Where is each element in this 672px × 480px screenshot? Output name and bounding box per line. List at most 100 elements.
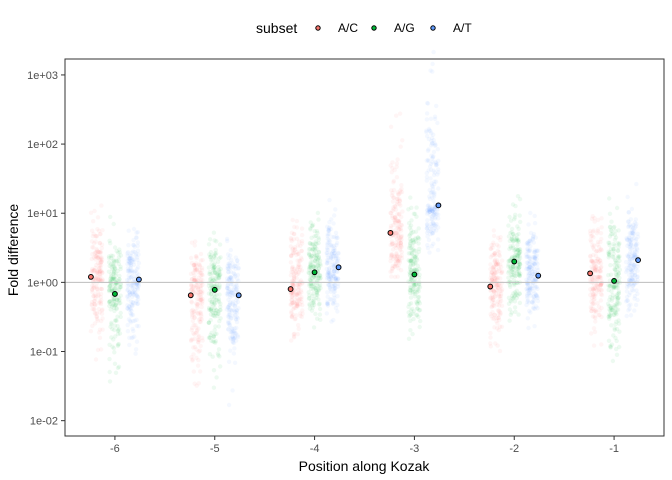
- jitter-point: [194, 355, 199, 360]
- jitter-point: [297, 291, 303, 297]
- jitter-point: [607, 284, 612, 289]
- jitter-point: [408, 258, 413, 264]
- jitter-point: [335, 294, 340, 299]
- jitter-point: [198, 251, 204, 257]
- jitter-point: [398, 246, 403, 251]
- jitter-point: [592, 278, 597, 283]
- jitter-point: [294, 291, 300, 296]
- jitter-point: [597, 275, 603, 280]
- jitter-point: [98, 300, 104, 305]
- jitter-point: [406, 310, 411, 315]
- jitter-point: [289, 297, 295, 303]
- jitter-point: [97, 263, 102, 268]
- jitter-point: [100, 228, 105, 233]
- jitter-point: [299, 248, 304, 254]
- jitter-point: [629, 240, 634, 245]
- jitter-point: [94, 269, 100, 275]
- jitter-point: [414, 267, 419, 273]
- jitter-point: [92, 298, 97, 304]
- jitter-point: [299, 257, 304, 262]
- jitter-point: [215, 351, 221, 356]
- jitter-point: [615, 299, 620, 304]
- jitter-point: [212, 265, 217, 270]
- jitter-point: [92, 298, 97, 304]
- jitter-point: [208, 312, 214, 317]
- jitter-point: [590, 259, 596, 264]
- legend-key: [315, 25, 321, 31]
- jitter-point: [309, 242, 314, 247]
- jitter-point: [195, 287, 201, 292]
- jitter-point: [494, 282, 500, 287]
- jitter-point: [396, 257, 401, 262]
- jitter-point: [198, 294, 204, 300]
- jitter-point: [99, 270, 105, 275]
- jitter-point: [498, 270, 504, 276]
- jitter-point: [199, 304, 204, 310]
- jitter-point: [210, 275, 215, 280]
- jitter-point: [194, 278, 199, 283]
- jitter-point: [295, 299, 300, 304]
- jitter-point: [510, 267, 515, 272]
- jitter-point: [99, 286, 104, 292]
- jitter-point: [390, 247, 396, 252]
- jitter-point: [308, 262, 314, 268]
- jitter-point: [90, 245, 95, 250]
- jitter-point: [492, 290, 497, 295]
- jitter-point: [134, 251, 139, 256]
- jitter-point: [217, 273, 222, 278]
- jitter-point: [314, 292, 319, 297]
- jitter-point: [615, 241, 620, 246]
- jitter-point: [211, 296, 217, 301]
- jitter-point: [608, 304, 613, 309]
- jitter-point: [217, 292, 222, 297]
- jitter-point: [394, 196, 400, 202]
- jitter-point: [107, 300, 112, 305]
- jitter-point: [398, 247, 403, 253]
- jitter-point: [90, 323, 95, 329]
- jitter-point: [194, 254, 199, 259]
- jitter-point: [510, 269, 515, 275]
- jitter-point: [196, 381, 201, 386]
- jitter-point: [97, 240, 103, 246]
- jitter-point: [492, 259, 497, 265]
- jitter-point: [595, 260, 600, 265]
- jitter-point: [515, 224, 520, 229]
- jitter-point: [527, 248, 532, 254]
- jitter-point: [95, 270, 100, 275]
- jitter-point: [610, 296, 615, 301]
- jitter-point: [214, 297, 219, 303]
- jitter-point: [607, 240, 612, 246]
- jitter-point: [89, 270, 94, 275]
- jitter-point: [92, 251, 97, 256]
- jitter-point: [192, 267, 198, 273]
- jitter-point: [412, 268, 417, 273]
- jitter-point: [207, 271, 212, 277]
- jitter-point: [417, 324, 422, 330]
- jitter-point: [391, 180, 396, 185]
- jitter-point: [91, 219, 96, 224]
- jitter-point: [418, 318, 423, 324]
- jitter-point: [208, 307, 213, 312]
- jitter-point: [417, 236, 422, 242]
- jitter-point: [309, 308, 315, 313]
- jitter-point: [408, 232, 413, 237]
- jitter-point: [491, 272, 496, 277]
- jitter-point: [96, 330, 102, 335]
- jitter-point: [508, 298, 513, 303]
- jitter-point: [289, 230, 295, 235]
- jitter-point: [589, 289, 595, 294]
- jitter-point: [408, 241, 413, 247]
- jitter-point: [609, 219, 614, 224]
- jitter-point: [331, 271, 337, 277]
- jitter-point: [512, 253, 517, 258]
- jitter-point: [590, 245, 596, 250]
- jitter-point: [295, 304, 300, 309]
- jitter-point: [196, 357, 201, 363]
- jitter-point: [98, 301, 104, 307]
- jitter-point: [228, 348, 233, 353]
- jitter-point: [315, 256, 321, 261]
- jitter-point: [99, 298, 104, 303]
- jitter-point: [397, 258, 403, 263]
- jitter-point: [194, 328, 200, 333]
- jitter-point: [129, 335, 134, 341]
